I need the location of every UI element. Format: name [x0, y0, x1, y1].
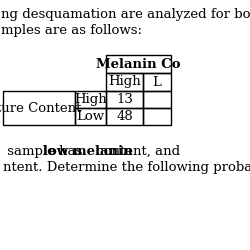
- Bar: [106, 55, 171, 73]
- Text: ture Content: ture Content: [0, 102, 82, 114]
- Text: ng desquamation are analyzed for both: ng desquamation are analyzed for both: [1, 8, 250, 21]
- Text: ntent. Determine the following probabi: ntent. Determine the following probabi: [3, 161, 250, 174]
- Bar: [106, 91, 143, 108]
- Bar: [106, 108, 143, 125]
- Text: 13: 13: [116, 93, 133, 106]
- Bar: [106, 73, 143, 91]
- Bar: [143, 108, 171, 125]
- Text: low melanin: low melanin: [44, 145, 133, 158]
- Text: sample has: sample has: [3, 145, 86, 158]
- Bar: [143, 91, 171, 108]
- Text: 48: 48: [116, 110, 133, 123]
- Bar: [75, 91, 106, 108]
- Text: Low: Low: [76, 110, 105, 123]
- Text: L: L: [152, 76, 161, 88]
- Bar: [3, 91, 75, 125]
- Text: mples are as follows:: mples are as follows:: [1, 24, 142, 37]
- Text: High: High: [74, 93, 107, 106]
- Text: content, and: content, and: [92, 145, 180, 158]
- Bar: [143, 73, 171, 91]
- Bar: [75, 108, 106, 125]
- Text: Melanin Co: Melanin Co: [96, 58, 181, 70]
- Text: High: High: [108, 76, 141, 88]
